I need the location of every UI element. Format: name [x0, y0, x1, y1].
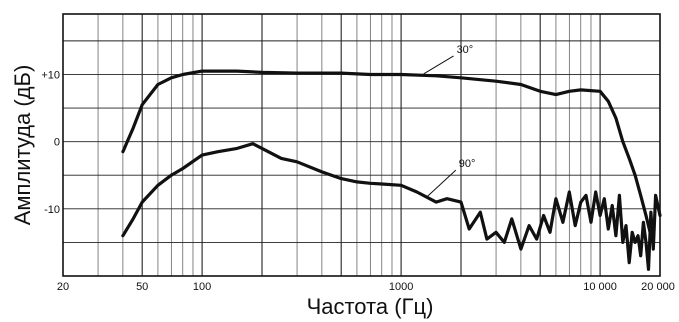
x-tick-label: 1000 — [389, 281, 413, 293]
series-label: 30° — [457, 44, 474, 56]
y-tick-label: -10 — [44, 204, 60, 216]
series-lines — [121, 69, 662, 271]
series-label-leader — [426, 169, 457, 198]
series-label: 90° — [459, 158, 476, 170]
plot-frame — [62, 13, 661, 277]
y-tick-labels: +10 0 -10 — [41, 69, 60, 215]
y-tick-label: +10 — [41, 69, 60, 81]
series-line-30deg — [121, 69, 653, 238]
series-line-90deg — [121, 142, 662, 271]
grid-lines — [63, 14, 660, 276]
x-tick-label: 10 000 — [583, 281, 617, 293]
y-axis-title: Амплитуда (дБ) — [10, 65, 35, 226]
x-tick-label: 50 — [136, 281, 148, 293]
x-tick-label: 20 000 — [641, 281, 675, 293]
x-tick-label: 20 — [57, 281, 69, 293]
series-labels: 30° 90° — [423, 44, 476, 198]
y-tick-label: 0 — [54, 137, 60, 149]
x-tick-labels: 20 50 100 1000 10 000 20 000 — [57, 281, 675, 293]
series-label-leader — [423, 55, 454, 75]
x-tick-label: 100 — [193, 281, 211, 293]
x-axis-title: Частота (Гц) — [307, 294, 434, 319]
